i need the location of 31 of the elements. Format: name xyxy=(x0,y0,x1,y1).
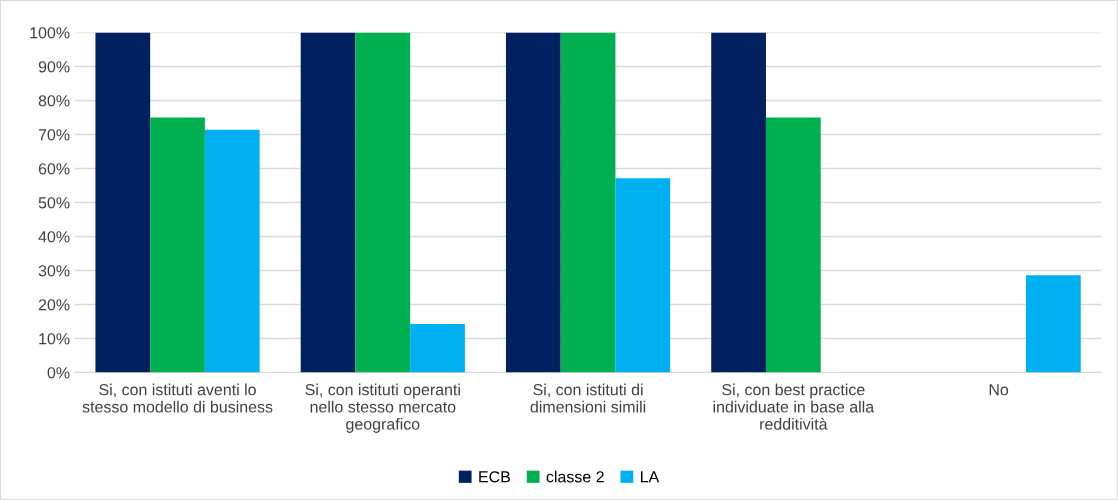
bar xyxy=(765,117,821,373)
bar xyxy=(355,32,411,373)
y-tick-label: 40% xyxy=(38,231,70,243)
legend-label: classe 2 xyxy=(546,470,604,483)
legend-label: ECB xyxy=(479,471,510,483)
bar xyxy=(150,117,205,373)
y-tick-label: 30% xyxy=(38,265,70,277)
bar xyxy=(615,178,671,373)
bar xyxy=(711,32,766,373)
bar xyxy=(300,32,356,373)
y-tick-label: 80% xyxy=(38,95,70,107)
x-tick-label: Si, con istituti operanti nello stesso mercato geografico xyxy=(305,383,460,433)
y-tick-label: 10% xyxy=(39,333,70,345)
y-tick-label: 0% xyxy=(47,367,70,379)
bar xyxy=(560,32,616,373)
y-tick-label: 70% xyxy=(38,129,70,141)
y-tick-label: 20% xyxy=(38,299,70,311)
y-tick-label: 90% xyxy=(38,61,70,73)
bar xyxy=(410,323,465,373)
bar xyxy=(204,129,260,373)
x-tick-label: Si, con istituti aventi lo stesso modello di business xyxy=(82,383,273,413)
x-tick-label: Si, con istituti di dimensioni simili xyxy=(530,383,646,413)
bar xyxy=(505,32,561,373)
y-tick-label: 60% xyxy=(38,163,70,175)
bar xyxy=(95,32,151,373)
y-tick-label: 100% xyxy=(30,27,70,39)
x-tick-label: No xyxy=(989,384,1009,396)
y-tick-label: 50% xyxy=(38,197,70,209)
bar xyxy=(1025,275,1081,373)
x-tick-label: Si, con best practice individuate in base alla redditività xyxy=(713,383,875,430)
legend-label: LA xyxy=(640,471,660,483)
